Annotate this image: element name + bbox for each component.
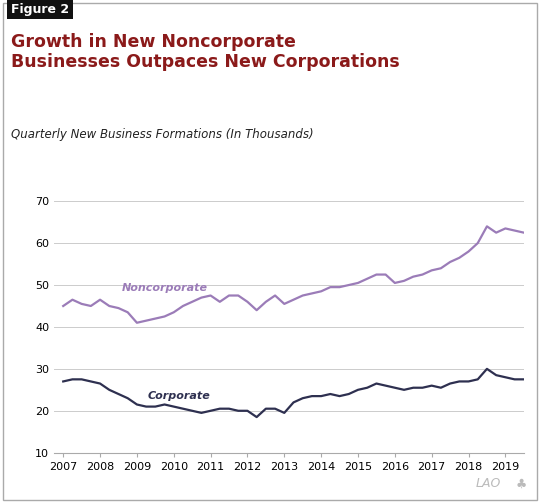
Text: Corporate: Corporate xyxy=(148,391,211,401)
Text: Quarterly New Business Formations (In Thousands): Quarterly New Business Formations (In Th… xyxy=(11,128,313,141)
Text: Figure 2: Figure 2 xyxy=(11,3,69,16)
Text: Noncorporate: Noncorporate xyxy=(122,283,208,293)
Text: LAO: LAO xyxy=(475,477,501,490)
Text: ♣: ♣ xyxy=(516,477,527,490)
Text: Growth in New Noncorporate
Businesses Outpaces New Corporations: Growth in New Noncorporate Businesses Ou… xyxy=(11,33,400,71)
